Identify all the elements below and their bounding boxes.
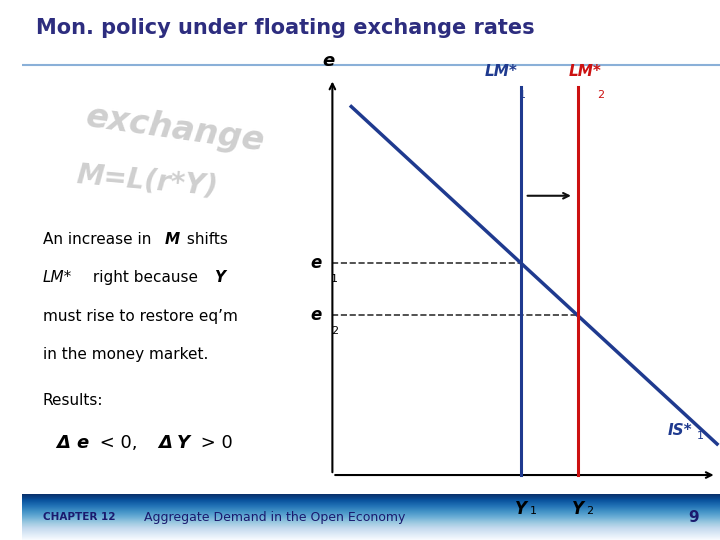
Text: Y: Y [214,271,225,286]
Text: 1: 1 [530,505,537,516]
Text: M=L(r*Y): M=L(r*Y) [76,160,220,200]
Text: 2: 2 [587,505,594,516]
Text: Y: Y [177,434,190,452]
Text: exchange: exchange [84,100,267,158]
Text: must rise to restore eq’m: must rise to restore eq’m [42,308,238,323]
Text: e: e [323,52,335,70]
Text: IS*: IS* [667,423,693,438]
Text: 1: 1 [331,274,338,284]
Text: Mon. policy under floating exchange rates: Mon. policy under floating exchange rate… [35,18,534,38]
Text: e: e [76,434,89,452]
Text: e: e [310,254,322,272]
Text: 2: 2 [597,90,604,100]
Text: Aggregate Demand in the Open Economy: Aggregate Demand in the Open Economy [144,510,405,524]
Text: > 0: > 0 [195,434,233,452]
Text: Δ: Δ [158,434,171,452]
Text: e: e [310,306,322,325]
Text: 2: 2 [331,326,338,336]
Text: 1: 1 [697,430,704,441]
Text: 1: 1 [519,90,526,100]
Text: Y: Y [572,501,583,518]
Text: right because: right because [88,271,203,286]
Text: Results:: Results: [42,393,103,408]
Text: Y: Y [515,501,527,518]
Text: 9: 9 [688,510,699,524]
Text: CHAPTER 12: CHAPTER 12 [42,512,115,522]
Text: in the money market.: in the money market. [42,347,208,362]
Text: LM*: LM* [485,64,518,79]
Text: M: M [165,232,180,247]
Text: < 0,: < 0, [94,434,148,452]
Text: LM*: LM* [42,271,72,286]
Text: Δ: Δ [56,434,71,452]
Text: An increase in: An increase in [42,232,156,247]
Text: LM*: LM* [569,64,602,79]
Text: shifts: shifts [182,232,228,247]
